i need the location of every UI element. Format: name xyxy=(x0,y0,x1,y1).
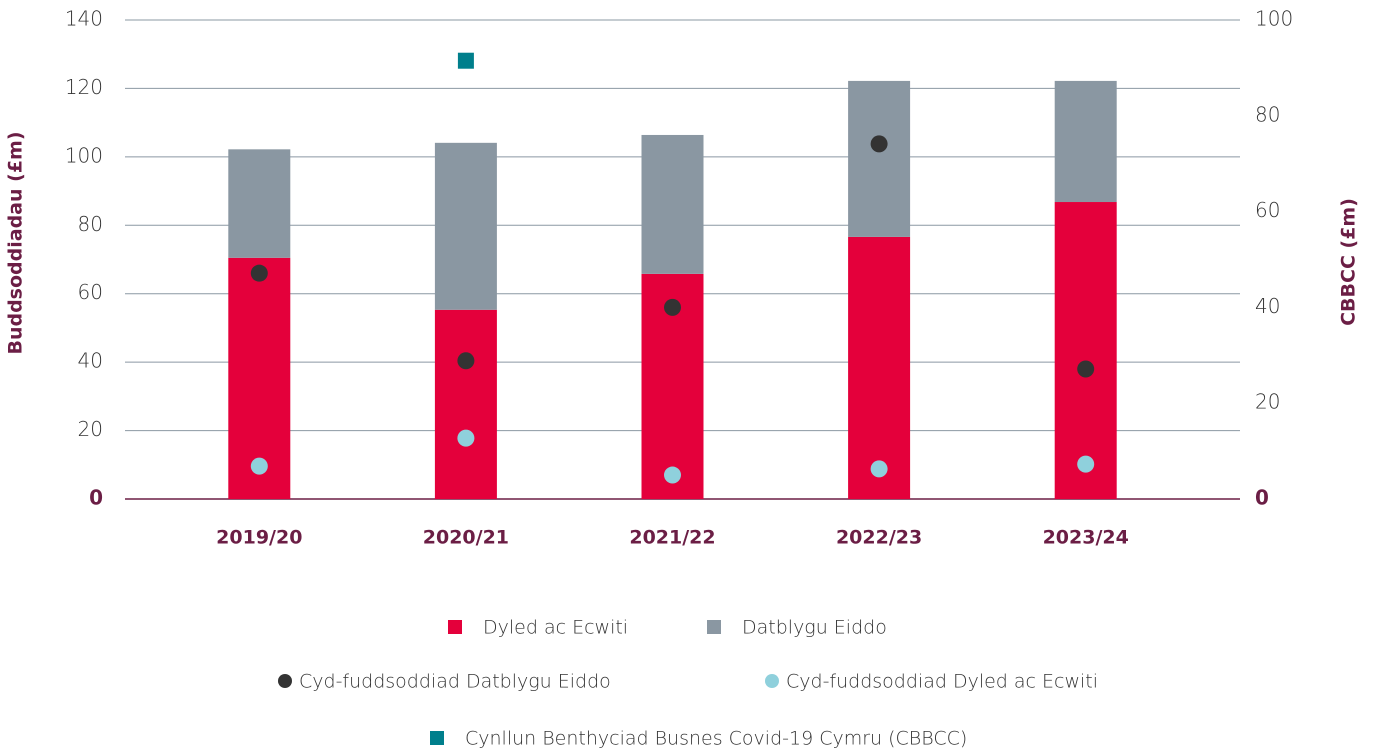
y2-tick-label: 20 xyxy=(1255,390,1280,414)
bar xyxy=(641,134,704,274)
legend-swatch xyxy=(430,731,444,745)
y2-tick-label: 40 xyxy=(1255,294,1280,318)
bar xyxy=(434,309,497,499)
y-tick-label: 60 xyxy=(78,280,103,304)
y2-axis-label: CBBCC (£m) xyxy=(1338,198,1360,326)
y-axis-label: Buddsoddiadau (£m) xyxy=(5,131,27,354)
marker xyxy=(1077,455,1095,473)
y2-tick-label: 80 xyxy=(1255,102,1280,126)
y-tick-label: 120 xyxy=(65,75,103,99)
bar xyxy=(1054,80,1117,203)
legend-swatch xyxy=(278,674,292,688)
bar xyxy=(1054,202,1117,499)
x-tick-label: 2021/22 xyxy=(629,527,715,549)
marker xyxy=(250,264,268,282)
legend-swatch xyxy=(448,620,462,634)
marker xyxy=(664,466,681,484)
y-tick-label: 20 xyxy=(78,417,103,441)
bar xyxy=(228,149,291,258)
marker xyxy=(664,298,681,316)
y-tick-label: 100 xyxy=(65,143,103,167)
marker xyxy=(457,352,475,370)
x-tick-label: 2020/21 xyxy=(423,527,509,549)
y2-tick-label: 60 xyxy=(1255,198,1280,222)
marker xyxy=(870,460,888,478)
x-tick-label: 2019/20 xyxy=(216,527,302,549)
y-tick-label: 80 xyxy=(78,212,103,236)
bar xyxy=(434,142,497,310)
legend-label: Cyd-fuddsoddiad Dyled ac Ecwiti xyxy=(786,671,1098,693)
marker xyxy=(870,135,888,153)
y2-tick-label: 100 xyxy=(1255,7,1293,31)
legend-swatch xyxy=(707,620,721,634)
y-tick-label: 140 xyxy=(65,7,103,31)
legend-label: Cynllun Benthyciad Busnes Covid-19 Cymru… xyxy=(465,728,967,750)
y-tick-label: 0 xyxy=(89,486,103,510)
marker xyxy=(250,457,268,475)
bar xyxy=(848,236,911,499)
y2-tick-label: 0 xyxy=(1255,486,1269,510)
legend-label: Dyled ac Ecwiti xyxy=(483,617,628,639)
bar xyxy=(848,80,911,237)
marker xyxy=(457,429,475,447)
y-tick-label: 40 xyxy=(78,349,103,373)
legend-label: Cyd-fuddsoddiad Datblygu Eiddo xyxy=(299,671,611,693)
legend-label: Datblygu Eiddo xyxy=(742,617,887,639)
x-tick-label: 2023/24 xyxy=(1043,527,1129,549)
marker xyxy=(457,52,474,69)
x-tick-label: 2022/23 xyxy=(836,527,922,549)
marker xyxy=(1077,360,1095,378)
legend-swatch xyxy=(765,674,779,688)
